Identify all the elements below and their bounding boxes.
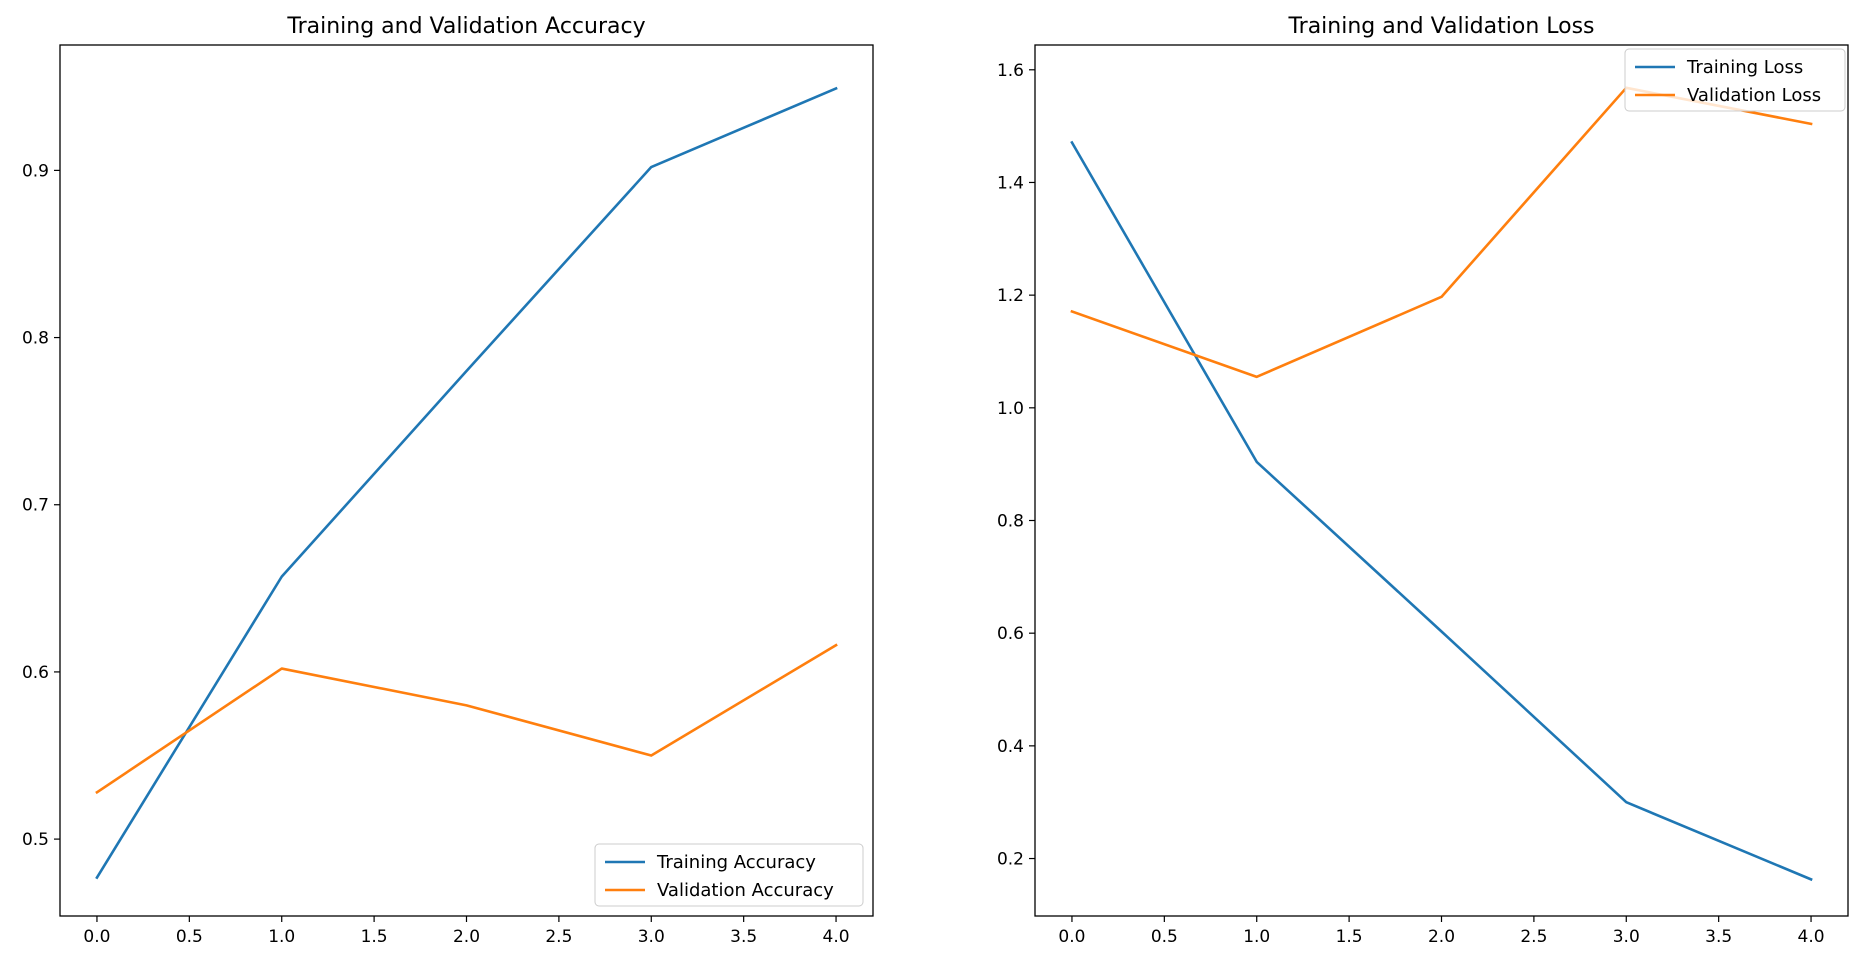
x-tick-label: 0.5 (1151, 927, 1178, 947)
y-tick-label: 1.4 (997, 173, 1024, 193)
y-tick-label: 0.9 (22, 161, 49, 181)
legend-box (1624, 48, 1846, 112)
y-tick-label: 0.6 (997, 624, 1024, 644)
y-tick-label: 0.6 (22, 663, 49, 683)
y-tick-label: 0.8 (22, 329, 49, 349)
y-tick-label: 1.0 (997, 399, 1024, 419)
x-tick-label: 4.0 (823, 927, 850, 947)
legend-label: Validation Loss (1687, 85, 1821, 106)
y-tick-label: 0.5 (22, 830, 49, 850)
chart-title: Training and Validation Loss (1287, 14, 1594, 39)
x-tick-label: 0.0 (83, 927, 110, 947)
x-tick-label: 2.0 (453, 927, 480, 947)
legend-label: Training Accuracy (656, 852, 816, 873)
x-tick-label: 0.0 (1058, 927, 1085, 947)
x-tick-label: 3.0 (1613, 927, 1640, 947)
y-tick-label: 0.2 (997, 850, 1024, 870)
x-tick-label: 1.0 (1243, 927, 1270, 947)
legend-label: Training Loss (1686, 57, 1803, 78)
x-tick-label: 4.0 (1798, 927, 1825, 947)
chart-panels: Training and Validation Accuracy 0.0 0.5 1.… (22, 14, 1849, 947)
x-tick-label: 0.5 (176, 927, 203, 947)
x-tick-label: 3.5 (1705, 927, 1732, 947)
y-tick-label: 0.7 (22, 496, 49, 516)
chart-panel-0: Training and Validation Accuracy 0.0 0.5 1.… (22, 14, 874, 947)
x-tick-label: 3.5 (730, 927, 757, 947)
x-tick-label: 1.0 (268, 927, 295, 947)
legend-box (594, 843, 864, 907)
y-tick-label: 1.2 (997, 286, 1024, 306)
legend-label: Validation Accuracy (657, 880, 834, 901)
x-tick-label: 1.5 (1336, 927, 1363, 947)
legend: Training Accuracy Validation Accuracy (594, 843, 864, 907)
chart-panel-1: Training and Validation Loss 0.0 0.5 1.0 1.5… (997, 14, 1849, 947)
series-line-training-accuracy (95, 86, 838, 880)
series-line-validation-accuracy (95, 643, 838, 795)
x-tick-label: 2.5 (1520, 927, 1547, 947)
x-tick-label: 2.5 (545, 927, 572, 947)
legend: Training Loss Validation Loss (1624, 48, 1846, 112)
x-tick-label: 3.0 (638, 927, 665, 947)
y-tick-label: 1.6 (997, 61, 1024, 81)
y-tick-label: 0.8 (997, 512, 1024, 532)
x-tick-label: 1.5 (361, 927, 388, 947)
x-tick-label: 2.0 (1428, 927, 1455, 947)
chart-title: Training and Validation Accuracy (286, 14, 645, 39)
y-tick-label: 0.4 (997, 737, 1024, 757)
